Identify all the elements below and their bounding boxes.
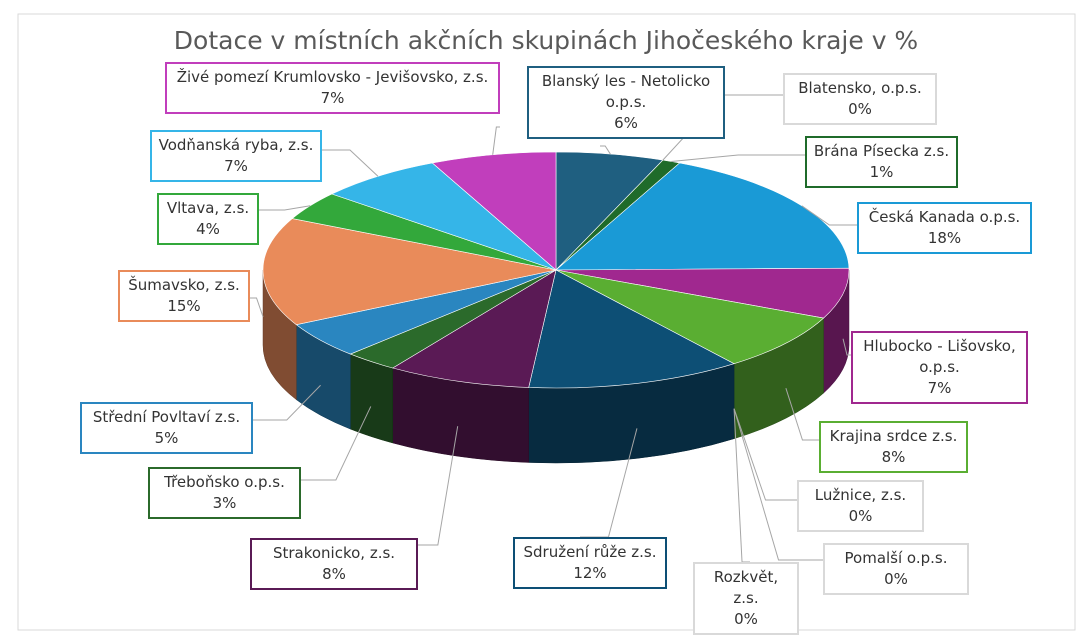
category-label: Lužnice, z.s. [814,486,907,504]
value-label: 6% [614,114,638,132]
data-label: Hlubocko - Lišovsko, o.p.s. 7% [851,331,1028,404]
value-label: 4% [196,220,220,238]
category-label: Sdružení růže z.s. [523,543,657,561]
value-label: 15% [167,297,201,315]
value-label: 7% [224,157,248,175]
slice [555,267,850,319]
leader-line [418,426,459,546]
slice [431,151,557,271]
data-label: Třeboňsko o.p.s. 3% [148,467,301,519]
leader-line [801,205,857,226]
value-label: 8% [881,448,906,466]
data-label: Střední Povltaví z.s. 5% [80,402,253,454]
value-label: 8% [322,565,346,583]
value-label: 0% [734,610,758,628]
data-label: Vodňanská ryba, z.s. 7% [150,130,322,182]
value-label: 5% [154,429,179,447]
slice [555,269,825,365]
category-label: Strakonicko, z.s. [272,544,396,562]
category-label: Hlubocko - Lišovsko, o.p.s. [863,337,1016,376]
value-label: 7% [927,379,952,397]
data-label: Česká Kanada o.p.s. 18% [857,202,1032,254]
data-label: Blanský les - Netolicko o.p.s. 6% [527,66,725,139]
category-label: Živé pomezí Krumlovsko - Jevišovsko, z.s… [176,68,489,86]
value-label: 1% [869,163,894,181]
value-label: 12% [573,564,607,582]
leader-line [600,145,611,155]
slice [262,218,557,326]
category-label: Vltava, z.s. [166,199,250,217]
leader-line [733,408,797,501]
leader-line [322,149,379,177]
data-label: Krajina srdce z.s. 8% [819,421,968,473]
category-label: Pomalší o.p.s. [844,549,948,567]
leader-line [253,384,321,421]
data-label: Brána Písecka z.s. 1% [805,136,958,188]
category-label: Česká Kanada o.p.s. [868,208,1021,226]
data-label: Lužnice, z.s. 0% [797,480,924,532]
leader-line [259,205,311,211]
data-label: Rozkvět, z.s. 0% [693,562,799,635]
leader-line [301,406,372,481]
data-label: Strakonicko, z.s. 8% [250,538,418,590]
category-label: Rozkvět, z.s. [713,568,779,607]
data-label: Sdružení růže z.s. 12% [513,537,667,589]
category-label: Krajina srdce z.s. [829,427,958,445]
data-label: Blatensko, o.p.s. 0% [783,73,937,125]
chart-frame [17,13,1076,631]
leader-line [785,388,819,441]
leader-line [492,126,500,155]
leader-line [842,338,851,356]
tops [262,151,850,389]
data-label: Vltava, z.s. 4% [157,193,259,245]
category-label: Střední Povltaví z.s. [92,408,241,426]
data-label: Pomalší o.p.s. 0% [823,543,969,595]
leader-line [733,408,823,561]
value-label: 18% [927,229,962,247]
slice [391,269,557,388]
leader-line [671,154,805,163]
category-label: Vodňanská ryba, z.s. [158,136,314,154]
data-label: Živé pomezí Krumlovsko - Jevišovsko, z.s… [165,62,500,114]
value-label: 0% [848,100,872,118]
category-label: Šumavsko, z.s. [128,276,240,294]
value-label: 7% [320,89,345,107]
value-label: 0% [848,507,873,525]
slice [528,269,735,389]
slice-side [350,353,393,444]
value-label: 3% [212,494,237,512]
chart-title: Dotace v místních akčních skupinách Jiho… [173,26,919,55]
value-label: 0% [884,570,908,588]
category-label: Blatensko, o.p.s. [798,79,922,97]
walls [262,269,850,464]
leader-line [250,297,264,317]
category-label: Třeboňsko o.p.s. [164,473,285,491]
data-label: Šumavsko, z.s. 15% [118,270,250,322]
slice [331,162,557,271]
category-label: Blanský les - Netolicko o.p.s. [541,72,711,111]
category-label: Brána Písecka z.s. [813,142,950,160]
